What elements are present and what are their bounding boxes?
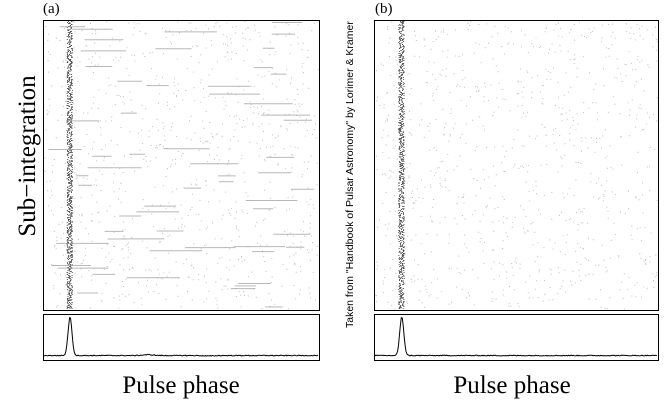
heatmap-frame-a	[43, 20, 320, 311]
noise-specks-b	[375, 21, 658, 310]
panel-label-a: (a)	[43, 1, 60, 17]
rfi-streaks-a	[48, 22, 314, 308]
profile-line-b	[374, 316, 658, 357]
noise-specks-a	[44, 21, 319, 310]
pulse-column-b	[398, 21, 405, 309]
x-axis-label-a: Pulse phase	[122, 372, 240, 399]
x-axis-label-b: Pulse phase	[453, 372, 571, 399]
profile-line-a	[43, 317, 319, 357]
heatmap-frame-b	[374, 20, 659, 311]
pulse-column-a	[66, 21, 73, 309]
profile-frame-a	[43, 314, 320, 361]
panel-label-b: (b)	[375, 1, 393, 17]
profile-frame-b	[374, 314, 659, 361]
